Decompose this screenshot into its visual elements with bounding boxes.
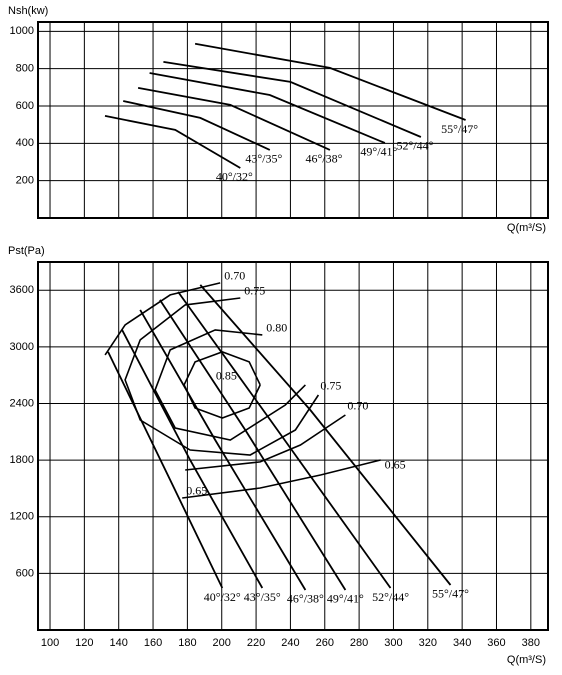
efficiency-label: 0.70 (224, 269, 245, 283)
curve (121, 329, 264, 589)
y-tick-label: 2400 (10, 397, 34, 409)
efficiency-label: 0.75 (244, 284, 265, 298)
efficiency-curve (104, 282, 346, 471)
efficiency-label: 0.75 (320, 379, 341, 393)
curve-label: 55°/47° (441, 122, 478, 136)
y-tick-label: 400 (16, 137, 34, 149)
y-tick-label: 200 (16, 175, 34, 187)
curve-label: 49°/41° (327, 592, 364, 606)
x-tick-label: 380 (522, 637, 540, 649)
x-tick-label: 200 (213, 637, 231, 649)
curve (177, 291, 392, 589)
efficiency-label: 0.70 (347, 399, 368, 413)
curve-label: 49°/41° (360, 145, 397, 159)
curve-label: 52°/44° (396, 139, 433, 153)
x-tick-label: 180 (178, 637, 196, 649)
curve-label: 40°/32° (204, 590, 241, 604)
x-tick-label: 220 (247, 637, 265, 649)
curve (123, 100, 271, 151)
curve-label: 46°/38° (287, 592, 324, 606)
plot-frame (37, 21, 549, 219)
curve (194, 42, 466, 121)
y-tick-label: 800 (16, 63, 34, 75)
y-axis-label: Nsh(kw) (8, 5, 48, 17)
x-tick-label: 360 (487, 637, 505, 649)
y-tick-label: 3600 (10, 284, 34, 296)
y-tick-label: 1800 (10, 454, 34, 466)
y-tick-label: 1200 (10, 511, 34, 523)
x-tick-label: 320 (419, 637, 437, 649)
efficiency-curve (182, 459, 381, 499)
curve (163, 61, 422, 138)
efficiency-label: 0.65 (385, 458, 406, 472)
x-tick-label: 100 (41, 637, 59, 649)
x-tick-label: 140 (110, 637, 128, 649)
x-tick-label: 340 (453, 637, 471, 649)
curve-label: 52°/44° (372, 590, 409, 604)
x-axis-label: Q(m³/S) (507, 654, 546, 666)
x-tick-label: 160 (144, 637, 162, 649)
efficiency-curve (154, 329, 306, 441)
curve-label: 43°/35° (245, 152, 282, 166)
curve (104, 115, 241, 169)
efficiency-label: 0.65 (186, 484, 207, 498)
y-tick-label: 1000 (10, 25, 34, 37)
x-tick-label: 280 (350, 637, 368, 649)
curve-label: 46°/38° (305, 152, 342, 166)
curve-label: 55°/47° (432, 587, 469, 601)
x-tick-label: 260 (316, 637, 334, 649)
efficiency-label: 0.80 (266, 321, 287, 335)
y-axis-label: Pst(Pa) (8, 245, 45, 257)
x-axis-label: Q(m³/S) (507, 222, 546, 234)
y-tick-label: 600 (16, 567, 34, 579)
curve (149, 72, 386, 144)
curve (199, 284, 452, 586)
y-tick-label: 600 (16, 100, 34, 112)
efficiency-curve (124, 297, 320, 456)
plot-frame (37, 261, 549, 631)
efficiency-label: 0.85 (216, 369, 237, 383)
curve-label: 40°/32° (216, 170, 253, 184)
curve (139, 309, 307, 591)
curve (107, 351, 224, 589)
efficiency-curve (183, 351, 261, 419)
y-tick-label: 3000 (10, 341, 34, 353)
x-tick-label: 300 (384, 637, 402, 649)
x-tick-label: 240 (281, 637, 299, 649)
curve-label: 43°/35° (244, 590, 281, 604)
curve (137, 87, 331, 151)
x-tick-label: 120 (75, 637, 93, 649)
